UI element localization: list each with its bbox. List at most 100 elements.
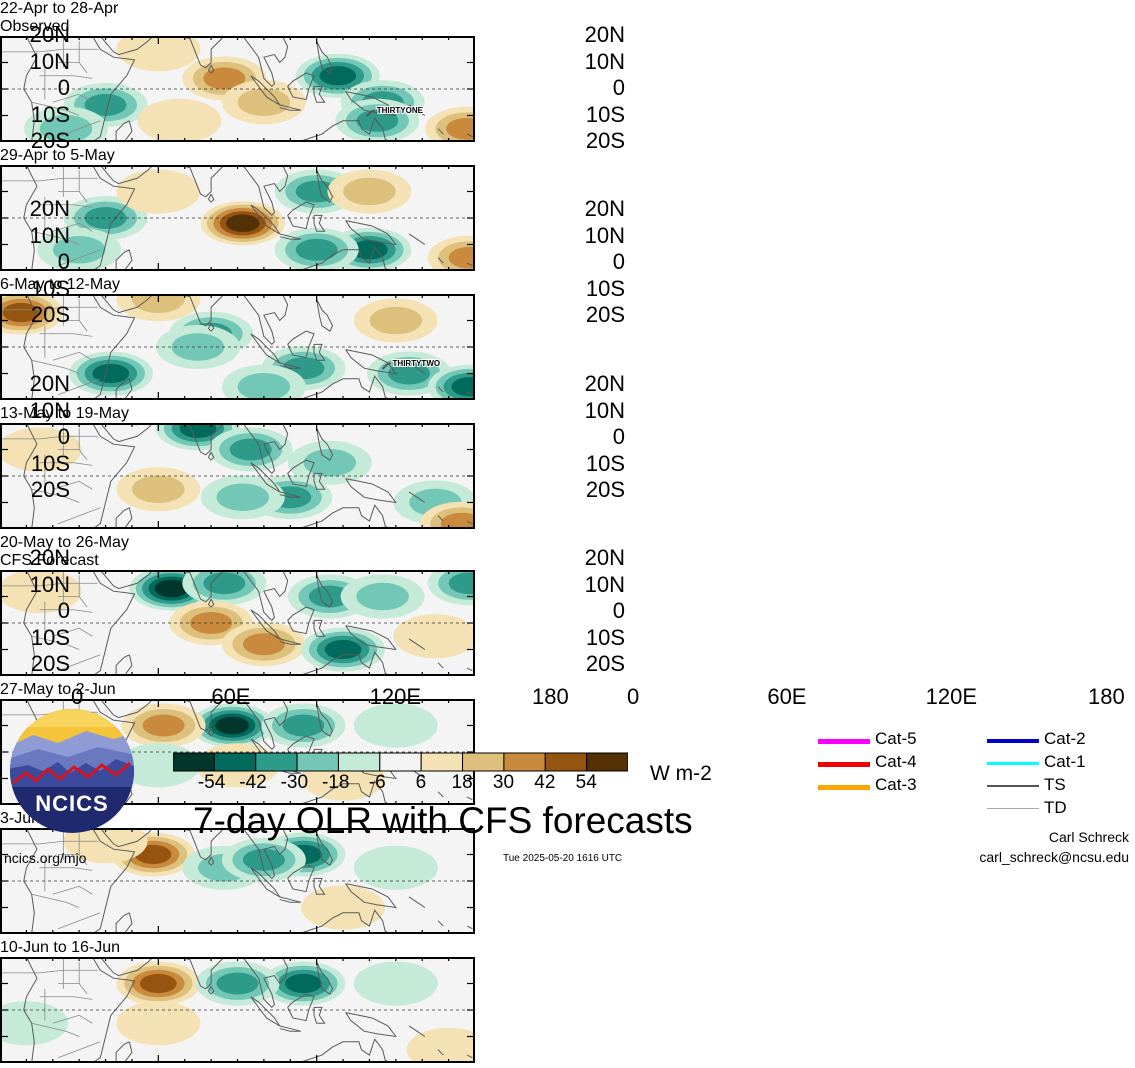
latitude-tick-label: 20S bbox=[585, 651, 625, 676]
coastline bbox=[242, 164, 289, 217]
coastline bbox=[408, 233, 426, 245]
longitude-tick-label: 60E bbox=[211, 684, 251, 709]
coastline bbox=[23, 35, 38, 143]
olr-anomaly-contour bbox=[39, 115, 93, 143]
colorbar bbox=[173, 752, 628, 772]
olr-anomaly-contour bbox=[139, 973, 177, 994]
latitude-tick-label: 10S bbox=[30, 275, 70, 301]
olr-anomaly-contour bbox=[356, 582, 409, 611]
coastline bbox=[207, 193, 215, 203]
olr-map: THIRTYTWO bbox=[0, 277, 512, 409]
legend-line-cat-5 bbox=[818, 739, 870, 744]
latitude-tick-label: 10S bbox=[30, 101, 70, 127]
country-border bbox=[39, 609, 93, 613]
latitude-tick-label: 10N bbox=[584, 571, 625, 597]
coastline bbox=[298, 780, 391, 806]
olr-anomaly-contour bbox=[353, 845, 438, 890]
colorbar-segment bbox=[296, 752, 339, 772]
olr-anomaly-contour bbox=[324, 639, 362, 660]
olr-anomaly-contour bbox=[388, 362, 431, 385]
olr-anomaly-contour bbox=[203, 67, 246, 90]
latitude-tick-label: 20S bbox=[30, 651, 70, 676]
longitude-tick-label: 60E bbox=[767, 684, 807, 709]
storm-track bbox=[366, 109, 376, 117]
colorbar-segment bbox=[586, 752, 628, 772]
legend-label-cat-3: Cat-3 bbox=[875, 775, 917, 794]
latitude-tick-label: 20S bbox=[585, 477, 625, 502]
coastline bbox=[466, 133, 473, 138]
olr-anomaly-contour bbox=[0, 569, 82, 614]
country-border bbox=[31, 101, 80, 116]
coastline bbox=[250, 333, 281, 364]
olr-map bbox=[0, 956, 491, 1068]
legend-line-cat-4 bbox=[818, 762, 870, 767]
olr-anomaly-contour bbox=[393, 614, 478, 659]
coastline bbox=[99, 164, 154, 185]
latitude-tick-label: 0 bbox=[612, 598, 625, 623]
colorbar-tick-label: 42 bbox=[534, 772, 556, 793]
country-border bbox=[52, 351, 93, 361]
coastline bbox=[466, 667, 473, 672]
olr-anomaly-contour bbox=[84, 207, 127, 229]
coastline bbox=[242, 35, 289, 88]
coastline bbox=[316, 704, 334, 737]
legend-label-td: TD bbox=[1044, 798, 1067, 817]
coastline bbox=[345, 349, 397, 375]
latitude-tick-label: 0 bbox=[612, 424, 625, 449]
latitude-tick-label: 0 bbox=[612, 249, 625, 274]
country-border bbox=[0, 582, 98, 587]
olr-anomaly-contour bbox=[116, 27, 201, 72]
coastline bbox=[437, 515, 444, 522]
longitude-tick-label: 0 bbox=[71, 684, 84, 709]
country-border bbox=[31, 359, 80, 374]
footer-timestamp: Tue 2025-05-20 1616 UTC bbox=[503, 853, 623, 864]
latitude-tick-label: 10S bbox=[30, 450, 70, 476]
latitude-tick-label: 20N bbox=[584, 196, 625, 221]
colorbar-segment bbox=[420, 752, 464, 772]
coastline bbox=[91, 164, 136, 272]
olr-map bbox=[0, 164, 512, 280]
coastline bbox=[207, 451, 215, 461]
coastline bbox=[23, 569, 38, 677]
coastline bbox=[298, 504, 391, 530]
coastline bbox=[99, 422, 154, 443]
coastline bbox=[207, 64, 215, 74]
coastline bbox=[313, 619, 326, 637]
latitude-tick-label: 10S bbox=[585, 624, 625, 650]
coastline bbox=[207, 322, 215, 332]
country-border bbox=[39, 75, 93, 79]
coastline bbox=[99, 827, 154, 848]
latitude-tick-label: 10N bbox=[29, 48, 70, 74]
coastline bbox=[279, 362, 301, 369]
coastline bbox=[242, 569, 289, 622]
panel-title: 6-May to 12-May bbox=[0, 276, 121, 293]
coastline bbox=[287, 201, 315, 230]
country-border bbox=[52, 93, 93, 103]
panel-title: 22-Apr to 28-Apr bbox=[0, 0, 119, 17]
coastline bbox=[179, 164, 225, 198]
longitude-tick-label: 120E bbox=[925, 684, 978, 709]
country-border bbox=[31, 635, 80, 650]
colorbar-segment bbox=[213, 752, 257, 772]
coastline bbox=[437, 791, 444, 798]
coastline bbox=[99, 35, 154, 56]
latitude-tick-label: 20N bbox=[29, 371, 70, 396]
coastline bbox=[408, 638, 426, 650]
olr-anomaly-contour bbox=[116, 169, 201, 214]
latitude-tick-label: 20S bbox=[585, 302, 625, 327]
country-border bbox=[52, 480, 93, 490]
coastline bbox=[23, 293, 38, 401]
coastline bbox=[179, 827, 225, 861]
footer-url: ncics.org/mjo bbox=[4, 850, 87, 866]
coastline bbox=[179, 422, 225, 456]
coastline bbox=[23, 422, 38, 530]
olr-anomaly-contour bbox=[203, 572, 246, 595]
olr-anomaly-contour bbox=[216, 483, 270, 511]
storm-track bbox=[381, 362, 392, 370]
panel-title: 20-May to 26-May bbox=[0, 534, 129, 551]
olr-anomaly-contour bbox=[225, 214, 260, 233]
country-border bbox=[31, 488, 80, 503]
coastline bbox=[91, 569, 136, 677]
coastline bbox=[466, 262, 473, 267]
coastline bbox=[91, 35, 136, 143]
